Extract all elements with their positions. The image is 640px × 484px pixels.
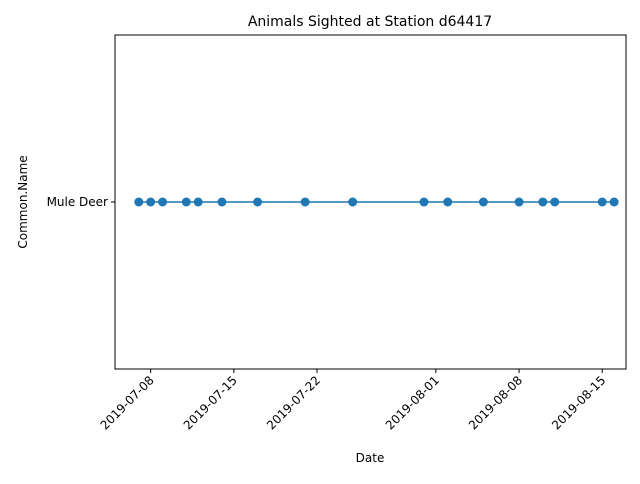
- data-point: [193, 197, 203, 207]
- x-tick-label: 2019-08-01: [383, 373, 442, 432]
- data-point: [478, 197, 488, 207]
- data-point: [538, 197, 548, 207]
- data-point: [181, 197, 191, 207]
- x-tick-label: 2019-08-15: [549, 373, 608, 432]
- data-point: [550, 197, 560, 207]
- data-point: [146, 197, 156, 207]
- data-point: [217, 197, 227, 207]
- data-point: [597, 197, 607, 207]
- data-point: [514, 197, 524, 207]
- data-point: [300, 197, 310, 207]
- data-point: [609, 197, 619, 207]
- y-tick-label: Mule Deer: [47, 195, 108, 209]
- chart-title: Animals Sighted at Station d64417: [248, 14, 492, 30]
- data-point: [443, 197, 453, 207]
- x-tick-label: 2019-07-08: [98, 373, 157, 432]
- x-axis-label: Date: [356, 451, 385, 465]
- x-tick-label: 2019-07-15: [181, 373, 240, 432]
- plot-area: 2019-07-08 2019-07-15 2019-07-22 2019-08-01…: [47, 195, 619, 432]
- data-point: [253, 197, 263, 207]
- y-axis-label: Common.Name: [16, 155, 30, 248]
- x-tick-label: 2019-07-22: [264, 373, 323, 432]
- data-point: [348, 197, 358, 207]
- x-tick-label: 2019-08-08: [466, 373, 525, 432]
- plot-frame: [114, 34, 627, 370]
- data-point: [158, 197, 168, 207]
- data-point: [419, 197, 429, 207]
- data-point: [134, 197, 144, 207]
